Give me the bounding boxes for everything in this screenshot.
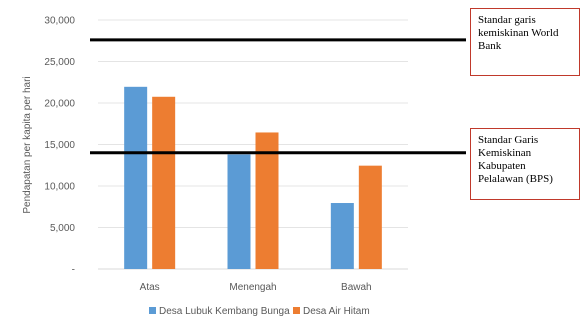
legend-label: Desa Air Hitam: [303, 306, 370, 317]
reference-lines: [90, 38, 466, 155]
y-tick-label: 5,000: [50, 223, 75, 234]
legend-label: Desa Lubuk Kembang Bunga: [159, 306, 290, 317]
y-tick-label: 30,000: [44, 16, 75, 27]
world-bank-note-line: Standar garis: [478, 14, 536, 26]
y-tick-label: 25,000: [44, 57, 75, 68]
x-tick-label: Atas: [140, 282, 160, 293]
bps-note: Standar Garis Kemiskinan Kabupaten Pelal…: [470, 128, 580, 200]
bar: [227, 154, 251, 269]
bar: [330, 203, 354, 269]
bps-note-line: Pelalawan (BPS): [478, 173, 553, 185]
bps-note-line: Kemiskinan: [478, 147, 532, 159]
world-bank-note: Standar garis kemiskinan World Bank: [470, 8, 580, 76]
bar: [124, 86, 148, 269]
bar: [255, 132, 279, 269]
y-tick-label: 20,000: [44, 99, 75, 110]
y-axis-title: Pendapatan per kapita per hari: [22, 76, 33, 213]
bar: [152, 96, 176, 270]
x-tick-label: Bawah: [341, 282, 372, 293]
bars: [124, 86, 382, 270]
y-tick-label: -: [72, 265, 75, 276]
y-tick-label: 15,000: [44, 140, 75, 151]
bps-note-line: Standar Garis: [478, 134, 539, 146]
world-bank-note-line: Bank: [478, 40, 502, 52]
y-tick-labels: - 5,000 10,000 15,000 20,000 25,000 30,000: [44, 16, 75, 276]
bar: [358, 165, 382, 269]
bps-note-line: Kabupaten: [478, 160, 526, 172]
x-tick-label: Menengah: [229, 282, 276, 293]
legend: Desa Lubuk Kembang Bunga Desa Air Hitam: [149, 306, 370, 317]
world-bank-note-line: kemiskinan World: [478, 27, 559, 39]
x-tick-labels: Atas Menengah Bawah: [140, 282, 372, 293]
legend-swatch: [293, 307, 300, 314]
legend-swatch: [149, 307, 156, 314]
y-tick-label: 10,000: [44, 182, 75, 193]
gridlines: [98, 19, 408, 270]
